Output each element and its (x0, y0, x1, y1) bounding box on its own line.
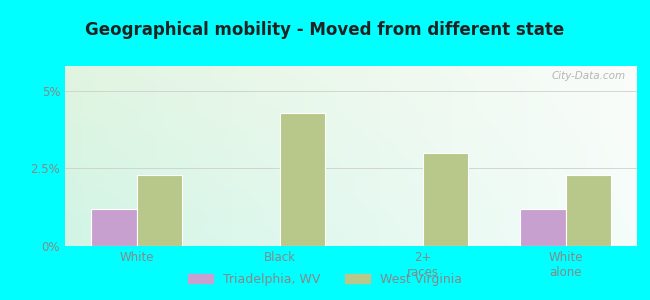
Bar (91, 209, 136, 246)
Bar (520, 209, 566, 246)
Bar (422, 153, 468, 246)
Text: Geographical mobility - Moved from different state: Geographical mobility - Moved from diffe… (85, 21, 565, 39)
Legend: Triadelphia, WV, West Virginia: Triadelphia, WV, West Virginia (183, 268, 467, 291)
Text: City-Data.com: City-Data.com (551, 71, 625, 81)
Bar (280, 112, 325, 246)
Bar (136, 175, 182, 246)
Bar (566, 175, 611, 246)
